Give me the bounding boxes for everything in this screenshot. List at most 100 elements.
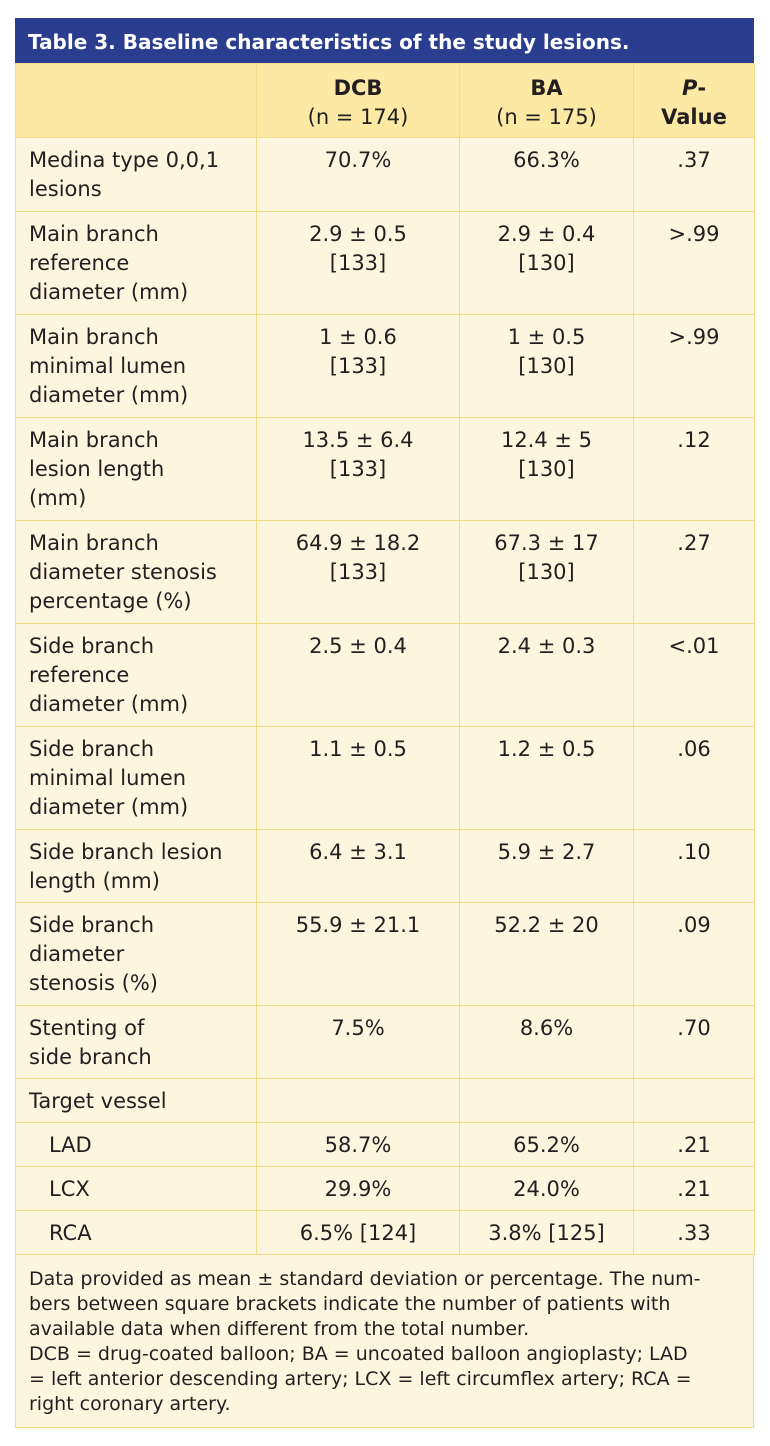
ba-cell — [459, 1078, 634, 1123]
dcb-cell-line: 6.4 ± 3.1 — [309, 840, 407, 864]
row-label: Stenting of side branch — [15, 1005, 257, 1079]
table-row: Side branch diameter stenosis (%) 55.9 ± 21… — [15, 902, 755, 1006]
table-row: Side branch minimal lumen diameter (mm) 1.1… — [15, 726, 755, 830]
ba-cell-line: [130] — [518, 354, 575, 378]
dcb-cell-line: 55.9 ± 21.1 — [295, 913, 421, 937]
row-label-line: diameter stenosis — [29, 560, 217, 584]
footnote-line: bers between square brackets indicate th… — [29, 1293, 671, 1315]
header-row: DCB (n = 174) BA (n = 175) P- Value — [15, 63, 755, 138]
dcb-cell: 13.5 ± 6.4 [133] — [256, 417, 460, 521]
row-label-line: length (mm) — [29, 869, 160, 893]
header-p-italic: P — [681, 76, 698, 100]
table-body: Medina type 0,0,1 lesions 70.7% 66.3% .37 Mai… — [15, 137, 755, 1255]
table-row: Side branch lesion length (mm) 6.4 ± 3.1 5.… — [15, 829, 755, 903]
header-ba-label: BA — [530, 76, 563, 100]
row-label-line: Side branch — [29, 634, 155, 658]
ba-cell: 67.3 ± 17 [130] — [459, 520, 634, 624]
p-value-cell: .70 — [633, 1005, 755, 1079]
ba-cell: 1 ± 0.5 [130] — [459, 314, 634, 418]
dcb-cell-line: [133] — [329, 251, 387, 275]
row-label-line: diameter — [29, 942, 125, 966]
table-row: RCA 6.5% [124] 3.8% [125] .33 — [15, 1210, 755, 1255]
row-label-line: Side branch — [29, 737, 155, 761]
row-label-line: Side branch lesion — [29, 840, 223, 864]
p-value-cell: .06 — [633, 726, 755, 830]
table-row: Stenting of side branch 7.5% 8.6% .70 — [15, 1005, 755, 1079]
ba-cell-line: [130] — [518, 251, 575, 275]
ba-cell-line: 5.9 ± 2.7 — [497, 840, 596, 864]
ba-cell: 2.9 ± 0.4 [130] — [459, 211, 634, 315]
dcb-cell-line: 70.7% — [324, 148, 392, 172]
footnote-line: = left anterior descending artery; LCX =… — [29, 1368, 692, 1390]
header-empty — [15, 63, 257, 138]
footnote-line: right coronary artery. — [29, 1393, 231, 1415]
p-value-cell — [633, 1078, 755, 1123]
ba-cell-line: [130] — [518, 560, 575, 584]
row-label-line: (mm) — [29, 486, 87, 510]
dcb-cell: 7.5% — [256, 1005, 460, 1079]
p-value-cell: .21 — [633, 1122, 755, 1167]
row-label-line: Main branch — [29, 531, 159, 555]
p-value-cell: .21 — [633, 1166, 755, 1211]
dcb-cell: 6.4 ± 3.1 — [256, 829, 460, 903]
dcb-cell: 64.9 ± 18.2 [133] — [256, 520, 460, 624]
ba-cell-line: 3.8% [125] — [488, 1221, 605, 1245]
ba-cell-line: 65.2% — [513, 1133, 580, 1157]
ba-cell-line: 66.3% — [513, 148, 580, 172]
row-label: Target vessel — [15, 1078, 257, 1123]
row-label-line: diameter (mm) — [29, 383, 189, 407]
p-value-cell: .27 — [633, 520, 755, 624]
dcb-cell: 55.9 ± 21.1 — [256, 902, 460, 1006]
ba-cell-line: 2.9 ± 0.4 — [497, 222, 596, 246]
baseline-table: DCB (n = 174) BA (n = 175) P- Value Medi… — [15, 63, 755, 1255]
dcb-cell-line: 6.5% [124] — [299, 1221, 417, 1245]
row-label-line: diameter (mm) — [29, 692, 189, 716]
p-value-cell: .33 — [633, 1210, 755, 1255]
row-label-line: lesions — [29, 177, 102, 201]
header-p-value: P- Value — [633, 63, 755, 138]
row-label-line: Side branch — [29, 913, 155, 937]
p-value-cell: >.99 — [633, 314, 755, 418]
row-label-line: LCX — [49, 1177, 90, 1201]
p-value-cell: .09 — [633, 902, 755, 1006]
row-label-line: stenosis (%) — [29, 971, 158, 995]
dcb-cell-line: 7.5% — [331, 1016, 385, 1040]
row-label: Main branch minimal lumen diameter (mm) — [15, 314, 257, 418]
row-label-line: reference — [29, 663, 130, 687]
table-row: Target vessel — [15, 1078, 755, 1123]
ba-cell: 66.3% — [459, 137, 634, 212]
row-label-line: Main branch — [29, 428, 159, 452]
dcb-cell: 2.9 ± 0.5 [133] — [256, 211, 460, 315]
dcb-cell-line: [133] — [329, 457, 387, 481]
footnote-line: available data when different from the t… — [29, 1318, 530, 1340]
dcb-cell-line: [133] — [329, 560, 387, 584]
ba-cell-line: 8.6% — [519, 1016, 574, 1040]
row-label: Side branch lesion length (mm) — [15, 829, 257, 903]
row-label: Main branch lesion length (mm) — [15, 417, 257, 521]
dcb-cell-line: 2.9 ± 0.5 — [309, 222, 407, 246]
dcb-cell-line: 58.7% — [324, 1133, 392, 1157]
row-label-line: LAD — [49, 1133, 92, 1157]
row-label-line: minimal lumen — [29, 766, 187, 790]
dcb-cell: 2.5 ± 0.4 — [256, 623, 460, 727]
dcb-cell: 6.5% [124] — [256, 1210, 460, 1255]
ba-cell-line: 52.2 ± 20 — [494, 913, 599, 937]
row-label: RCA — [15, 1210, 257, 1255]
header-dcb-n: (n = 174) — [307, 105, 409, 129]
ba-cell: 12.4 ± 5 [130] — [459, 417, 634, 521]
ba-cell-line: 24.0% — [513, 1177, 580, 1201]
table-container: Table 3. Baseline characteristics of the… — [15, 18, 755, 1428]
dcb-cell-line: 1 ± 0.6 — [319, 325, 397, 349]
row-label: Medina type 0,0,1 lesions — [15, 137, 257, 212]
ba-cell: 8.6% — [459, 1005, 634, 1079]
footnote-line: Data provided as mean ± standard deviati… — [29, 1268, 701, 1290]
table-row: LCX 29.9% 24.0% .21 — [15, 1166, 755, 1211]
ba-cell: 65.2% — [459, 1122, 634, 1167]
dcb-cell-line: 1.1 ± 0.5 — [309, 737, 407, 761]
row-label: LCX — [15, 1166, 257, 1211]
p-value-cell: <.01 — [633, 623, 755, 727]
ba-cell: 24.0% — [459, 1166, 634, 1211]
header-p-line2: Value — [661, 105, 727, 129]
header-ba-n: (n = 175) — [496, 105, 597, 129]
table-footnote: Data provided as mean ± standard deviati… — [15, 1255, 754, 1428]
